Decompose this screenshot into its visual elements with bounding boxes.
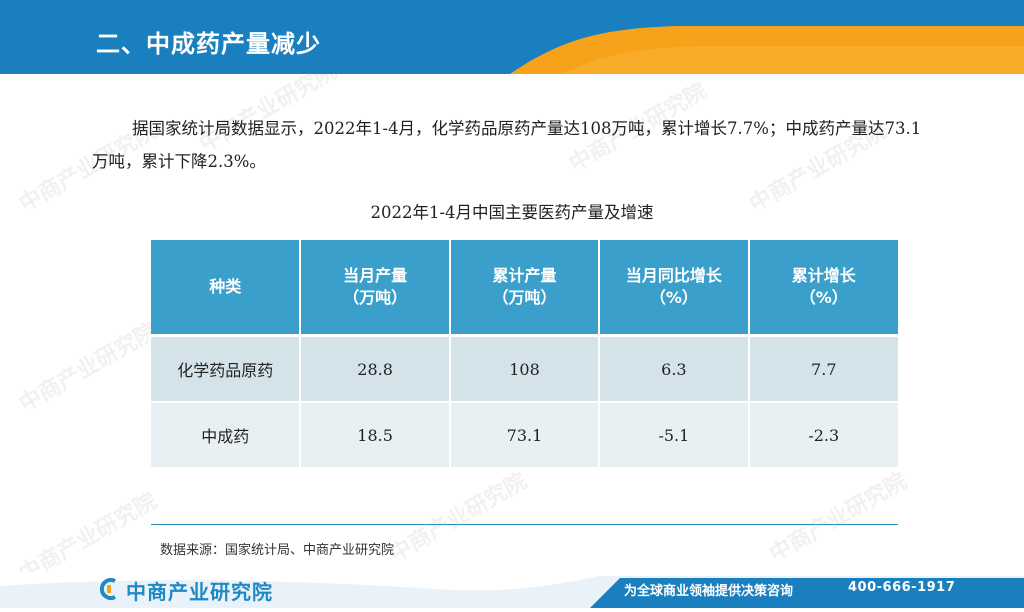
footer-bar	[0, 572, 1024, 608]
header-line2: （万吨）	[492, 288, 557, 307]
table-cell: 28.8	[300, 334, 451, 402]
production-table: 种类 当月产量 （万吨） 累计产量 （万吨） 当月同比增长 （%） 累计增长 （…	[151, 240, 898, 467]
table-cell: 108	[449, 334, 601, 402]
header-line1: 累计增长	[791, 266, 856, 285]
header-line2: （%）	[649, 288, 698, 307]
table-caption: 2022年1-4月中国主要医药产量及增速	[370, 203, 654, 222]
header-line1: 累计产量	[492, 266, 557, 285]
summary-paragraph: 据国家统计局数据显示，2022年1-4月，化学药品原药产量达108万吨，累计增长…	[92, 119, 922, 171]
header-line1: 种类	[209, 277, 242, 296]
header-line2: （万吨）	[343, 288, 408, 307]
header-banner: 二、中成药产量减少	[0, 0, 1024, 74]
data-source: 数据来源：国家统计局、中商产业研究院	[160, 543, 395, 558]
table-cell: 18.5	[300, 401, 451, 467]
header-cell-monthly-growth: 当月同比增长 （%）	[599, 240, 750, 336]
header-line1: 当月同比增长	[625, 266, 722, 285]
table-cell: -2.3	[748, 401, 898, 467]
header-cell-monthly-output: 当月产量 （万吨）	[300, 240, 451, 336]
footer-slogan: 为全球商业领袖提供决策咨询	[624, 584, 794, 599]
table-cell: 73.1	[449, 401, 601, 467]
table-cell: 6.3	[599, 334, 750, 402]
table-cell: 中成药	[151, 401, 302, 467]
table-cell: 化学药品原药	[151, 334, 302, 402]
header-background	[0, 0, 1024, 74]
watermark: 中商产业研究院	[385, 468, 532, 568]
watermark: 中商产业研究院	[765, 468, 912, 568]
table-header-row: 种类 当月产量 （万吨） 累计产量 （万吨） 当月同比增长 （%） 累计增长 （…	[151, 240, 898, 336]
header-cell-cumulative-output: 累计产量 （万吨）	[449, 240, 601, 336]
header-cell-category: 种类	[151, 240, 302, 336]
table-row: 化学药品原药 28.8 108 6.3 7.7	[151, 334, 898, 402]
footer-background	[0, 572, 1024, 608]
header-line2: （%）	[799, 288, 848, 307]
header-cell-cumulative-growth: 累计增长 （%）	[748, 240, 898, 336]
company-logo-icon	[99, 578, 116, 600]
company-logo-text: 中商产业研究院	[126, 580, 273, 604]
table-row: 中成药 18.5 73.1 -5.1 -2.3	[151, 401, 898, 467]
watermark: 中商产业研究院	[15, 318, 162, 418]
table-cell: -5.1	[599, 401, 750, 467]
header-line1: 当月产量	[343, 266, 408, 285]
table-cell: 7.7	[748, 334, 898, 402]
footer-phone: 400-666-1917	[848, 580, 956, 595]
page-title: 二、中成药产量减少	[96, 30, 321, 58]
source-divider	[151, 524, 898, 525]
